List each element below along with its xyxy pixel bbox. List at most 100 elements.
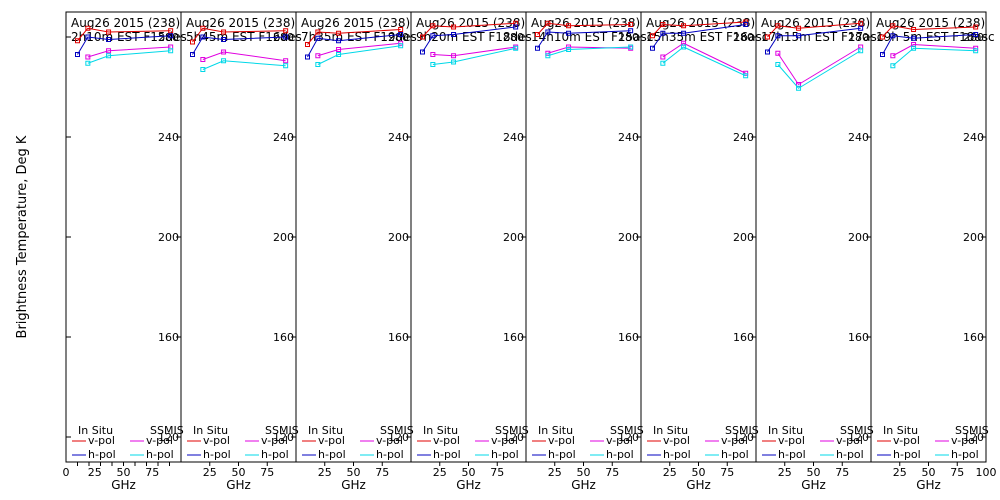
x-tick-label: 75 [950,466,964,479]
series-line-ssmis-h [202,60,286,70]
series-line-ssmis-v [317,42,401,57]
data-point-ssmis-h [106,53,112,59]
data-point-insitu-v [336,30,342,36]
y-tick-label: 200 [503,231,524,244]
data-point-ssmis-h [513,45,519,51]
series-line-insitu-h [77,35,171,55]
x-tick-label: 75 [835,466,849,479]
series-line-insitu-h [652,24,746,49]
legend-insitu-title: In Situ [653,424,688,437]
legend-ssmis-h-label: h-pol [721,448,749,461]
y-tick-label: 160 [618,331,639,344]
series-line-insitu-v [767,22,861,38]
panel-title-date: Aug26 2015 (238) [761,16,870,30]
legend-ssmis-v-label: v-pol [836,434,863,447]
legend-insitu-h-label: h-pol [778,448,806,461]
y-tick-label: 240 [388,131,409,144]
x-tick-label: 75 [490,466,504,479]
x-tick-label: 0 [63,466,70,479]
data-point-insitu-h [283,34,289,40]
series-line-ssmis-v [87,46,171,58]
data-point-ssmis-h [85,60,91,66]
legend-insitu-v-label: v-pol [663,434,690,447]
data-point-insitu-v [660,22,666,27]
data-point-insitu-v [221,29,227,35]
data-point-insitu-h [85,34,91,40]
y-tick-label: 280 [848,31,869,44]
legend-insitu-title: In Situ [78,424,113,437]
legend-ssmis-title: SSMIS [955,424,989,437]
y-tick-label: 160 [273,331,294,344]
data-point-insitu-h [890,33,896,39]
data-point-insitu-v [451,24,457,30]
data-point-insitu-h [566,30,572,36]
data-point-insitu-h [190,52,195,57]
data-point-ssmis-v [660,54,666,60]
y-tick-label: 240 [963,131,984,144]
data-point-insitu-v [765,34,770,40]
data-point-ssmis-h [221,58,227,64]
y-tick-label: 120 [158,431,179,444]
x-tick-label: 25 [663,466,677,479]
series-line-insitu-h [882,34,976,55]
x-axis-label: GHz [456,478,481,492]
y-tick-label: 200 [733,231,754,244]
x-tick-label: 50 [922,466,936,479]
legend-ssmis-h-label: h-pol [836,448,864,461]
data-point-insitu-v [430,23,436,29]
data-point-ssmis-h [796,85,802,91]
y-tick-label: 120 [388,431,409,444]
legend-ssmis-h-label: h-pol [951,448,979,461]
data-point-insitu-h [221,37,227,42]
data-point-insitu-h [398,32,404,37]
x-tick-label: 25 [433,466,447,479]
y-tick-label: 240 [503,131,524,144]
data-point-insitu-h [681,30,687,36]
data-point-ssmis-v [221,49,227,55]
legend-insitu-v-label: v-pol [88,434,115,447]
data-point-insitu-v [398,27,404,32]
data-point-insitu-v [880,34,885,40]
x-axis-label: GHz [341,478,366,492]
data-point-ssmis-h [398,43,404,49]
data-point-insitu-h [200,34,206,40]
data-point-insitu-h [650,45,655,51]
x-tick-label: 25 [318,466,332,479]
data-point-ssmis-h [168,48,174,54]
legend-insitu-h-label: h-pol [203,448,231,461]
y-tick-label: 160 [158,331,179,344]
y-tick-label: 240 [618,131,639,144]
y-tick-label: 160 [733,331,754,344]
data-point-insitu-h [305,54,310,60]
y-tick-label: 200 [848,231,869,244]
data-point-insitu-v [973,24,979,30]
panel-title-date: Aug26 2015 (238) [71,16,180,30]
data-point-insitu-v [545,20,551,26]
data-point-insitu-v [535,32,540,37]
x-tick-label: 75 [375,466,389,479]
legend-ssmis-h-label: h-pol [261,448,289,461]
data-point-insitu-v [200,25,206,31]
x-tick-label: 75 [605,466,619,479]
series-line-insitu-v [537,22,631,35]
x-tick-label: 75 [145,466,159,479]
data-point-insitu-h [660,30,666,36]
legend-insitu-title: In Situ [308,424,343,437]
legend-insitu-h-label: h-pol [318,448,346,461]
x-tick-label: 50 [692,466,706,479]
y-tick-label: 280 [733,31,754,44]
x-axis-label: GHz [111,478,136,492]
legend-insitu-title: In Situ [768,424,803,437]
y-tick-label: 200 [388,231,409,244]
data-point-ssmis-h [336,52,342,57]
panel-5: Aug26 2015 (238)14h10m EST F15asc 120 160 2… [525,11,653,492]
data-point-insitu-v [190,39,195,45]
legend-ssmis-h-label: h-pol [376,448,404,461]
x-tick-label: 50 [462,466,476,479]
series-line-ssmis-h [547,46,631,57]
y-tick-label: 120 [733,431,754,444]
series-line-insitu-h [192,36,286,55]
data-point-insitu-h [420,49,425,55]
legend-ssmis-v-label: v-pol [951,434,978,447]
